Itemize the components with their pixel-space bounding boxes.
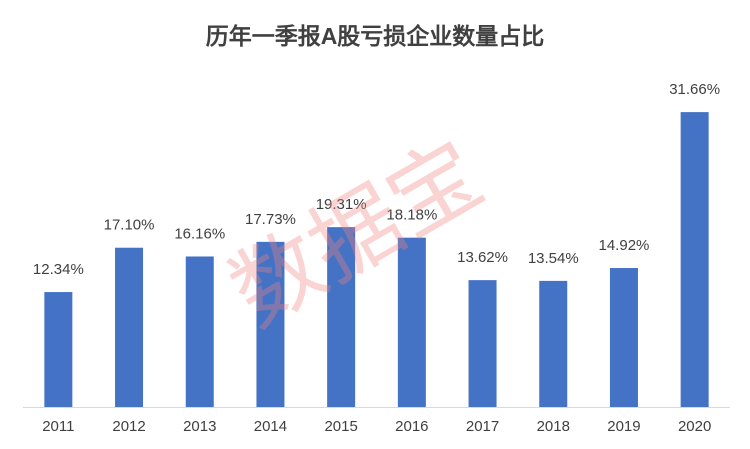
x-tick-label: 2015 <box>324 418 357 435</box>
value-label: 19.31% <box>316 196 367 213</box>
bar <box>468 280 497 407</box>
x-tick-label: 2018 <box>537 418 570 435</box>
bar <box>115 247 144 407</box>
bar <box>609 268 638 407</box>
chart-title: 历年一季报A股亏损企业数量占比 <box>206 23 545 49</box>
value-label: 18.18% <box>386 207 437 224</box>
value-label: 31.66% <box>669 81 720 98</box>
value-label: 17.73% <box>245 211 296 228</box>
value-label: 17.10% <box>104 217 155 234</box>
x-tick-label: 2012 <box>112 418 145 435</box>
x-tick-label: 2017 <box>466 418 499 435</box>
value-label: 13.62% <box>457 249 508 266</box>
bar <box>185 256 214 407</box>
value-label: 16.16% <box>174 225 225 242</box>
bar <box>539 280 568 407</box>
x-tick-label: 2016 <box>395 418 428 435</box>
value-label: 13.54% <box>528 250 579 267</box>
bar <box>680 112 709 407</box>
value-label: 14.92% <box>599 237 650 254</box>
x-tick-label: 2011 <box>42 418 74 435</box>
x-tick-label: 2019 <box>607 418 640 435</box>
x-tick-label: 2020 <box>678 418 711 435</box>
bar <box>327 227 356 407</box>
bar <box>397 237 426 407</box>
x-tick-label: 2014 <box>254 418 287 435</box>
x-tick-label: 2013 <box>183 418 216 435</box>
value-label: 12.34% <box>33 261 84 278</box>
bar <box>44 292 73 407</box>
bar <box>256 241 285 407</box>
